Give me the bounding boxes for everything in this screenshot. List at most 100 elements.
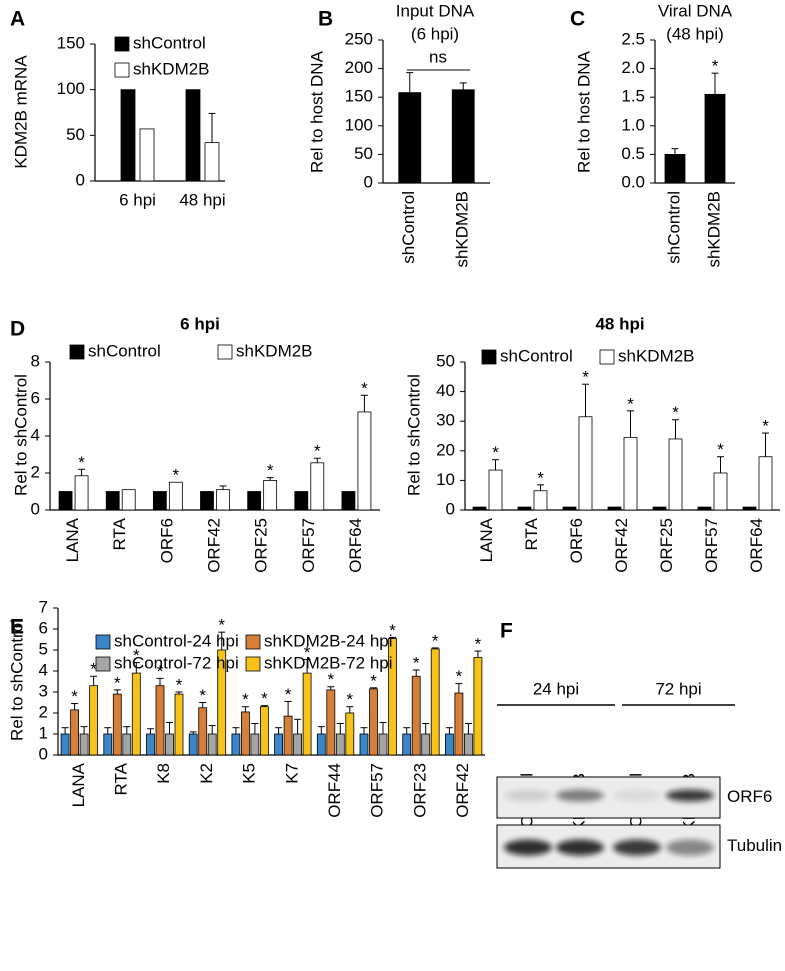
bar bbox=[444, 733, 454, 756]
bar bbox=[120, 89, 136, 182]
x-tick-label: RTA bbox=[110, 517, 129, 550]
significance-mark: * bbox=[71, 687, 78, 706]
y-tick-label: 50 bbox=[354, 144, 373, 163]
bar bbox=[185, 89, 201, 182]
significance-mark: * bbox=[157, 662, 164, 681]
x-tick-label: shKDM2B bbox=[704, 191, 723, 268]
blot-band bbox=[613, 789, 661, 802]
bar bbox=[533, 490, 548, 511]
significance-mark: * bbox=[267, 461, 274, 480]
x-tick-label: shControl bbox=[664, 191, 683, 264]
significance-mark: * bbox=[712, 57, 719, 76]
x-tick-label: K5 bbox=[240, 763, 259, 784]
chart-subtitle: (6 hpi) bbox=[411, 24, 459, 43]
legend-label: shKDM2B bbox=[236, 341, 313, 360]
y-tick-label: 20 bbox=[436, 440, 455, 459]
significance-mark: * bbox=[327, 670, 334, 689]
bar bbox=[152, 491, 167, 511]
bar bbox=[105, 491, 120, 511]
x-tick-label: ORF6 bbox=[157, 518, 176, 563]
bar bbox=[713, 472, 728, 511]
bar bbox=[668, 438, 683, 511]
panel-letter: B bbox=[318, 8, 333, 31]
y-tick-label: 0 bbox=[39, 744, 48, 763]
x-tick-label: K2 bbox=[197, 763, 216, 784]
y-tick-label: 7 bbox=[39, 597, 48, 616]
y-axis-label: Rel to shControl bbox=[11, 374, 30, 496]
y-tick-label: 4 bbox=[31, 425, 40, 444]
annotation: ns bbox=[429, 47, 447, 66]
bar bbox=[216, 489, 230, 511]
bar bbox=[473, 656, 483, 756]
y-tick-label: 0 bbox=[76, 170, 85, 189]
y-axis-label: Rel to shControl bbox=[7, 619, 26, 741]
bar bbox=[359, 733, 369, 756]
significance-mark: * bbox=[90, 660, 97, 679]
significance-mark: * bbox=[370, 671, 377, 690]
significance-mark: * bbox=[173, 466, 180, 485]
row-label: ORF6 bbox=[727, 787, 772, 806]
bar bbox=[517, 506, 532, 511]
bar bbox=[345, 712, 355, 756]
bar bbox=[293, 733, 303, 756]
x-tick-label: ORF57 bbox=[299, 518, 318, 573]
x-tick-label: K8 bbox=[154, 763, 173, 784]
bar bbox=[74, 475, 89, 511]
y-tick-label: 6 bbox=[31, 388, 40, 407]
legend-label: shKDM2B bbox=[133, 59, 210, 78]
bar bbox=[188, 733, 198, 756]
x-tick-label: 6 hpi bbox=[119, 190, 156, 209]
x-tick-label: ORF23 bbox=[410, 763, 429, 818]
chart-title: 6 hpi bbox=[180, 314, 220, 333]
y-tick-label: 50 bbox=[66, 125, 85, 144]
x-tick-label: K7 bbox=[282, 763, 301, 784]
legend-label: shKDM2B bbox=[618, 346, 695, 365]
bar bbox=[250, 733, 260, 756]
bar bbox=[165, 733, 174, 756]
y-tick-label: 100 bbox=[345, 115, 373, 134]
blot-band bbox=[556, 839, 604, 856]
x-tick-label: ORF25 bbox=[252, 518, 271, 573]
bar bbox=[200, 491, 214, 511]
y-tick-label: 0.5 bbox=[621, 144, 645, 163]
x-tick-label: ORF44 bbox=[325, 763, 344, 818]
legend-swatch bbox=[69, 344, 85, 360]
bar bbox=[247, 491, 262, 511]
y-tick-label: 0 bbox=[446, 499, 455, 518]
significance-mark: * bbox=[627, 394, 634, 413]
x-tick-label: RTA bbox=[112, 762, 131, 795]
y-tick-label: 3 bbox=[39, 681, 48, 700]
significance-mark: * bbox=[314, 442, 321, 461]
legend-label: shControl-24 hpi bbox=[114, 631, 239, 650]
y-axis-label: KDM2B mRNA bbox=[11, 55, 30, 169]
x-tick-label: ORF64 bbox=[346, 518, 365, 573]
bar bbox=[463, 733, 473, 756]
y-axis-label: Rel to host DNA bbox=[574, 50, 593, 173]
y-tick-label: 2.0 bbox=[621, 58, 645, 77]
bar bbox=[326, 689, 336, 756]
bar bbox=[89, 685, 98, 756]
y-tick-label: 1.5 bbox=[621, 87, 645, 106]
blot-band bbox=[504, 839, 552, 856]
y-tick-label: 10 bbox=[436, 470, 455, 489]
significance-mark: * bbox=[78, 453, 85, 472]
y-tick-label: 2 bbox=[31, 462, 40, 481]
legend-label: shControl bbox=[133, 33, 206, 52]
significance-mark: * bbox=[672, 403, 679, 422]
legend-swatch bbox=[217, 344, 233, 360]
bar bbox=[607, 506, 622, 511]
bar bbox=[121, 489, 136, 511]
chart-subtitle: (48 hpi) bbox=[666, 24, 724, 43]
legend-label: shKDM2B-72 hpi bbox=[264, 653, 393, 672]
significance-mark: * bbox=[492, 443, 499, 462]
bar bbox=[122, 733, 132, 756]
x-tick-label: shControl bbox=[399, 191, 418, 264]
bar bbox=[652, 506, 667, 511]
significance-mark: * bbox=[537, 468, 544, 487]
significance-mark: * bbox=[762, 417, 769, 436]
bar bbox=[704, 93, 726, 184]
bar bbox=[623, 437, 638, 511]
significance-mark: * bbox=[361, 379, 368, 398]
significance-mark: * bbox=[242, 690, 249, 709]
